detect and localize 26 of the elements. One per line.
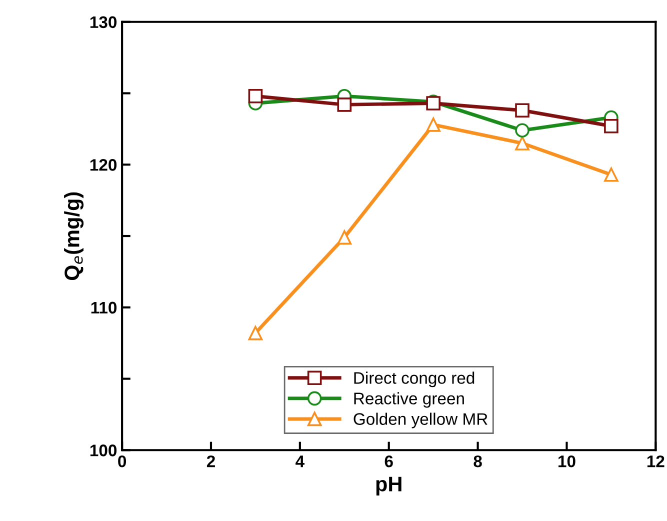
point [515,103,530,118]
legend-label: Direct congo red [354,372,474,388]
point [604,167,618,182]
legend-label: Golden yellow MR [354,412,488,428]
x-tick-label: 12 [647,455,664,468]
point [515,123,530,138]
x-tick-label: 2 [206,455,215,468]
y-tick-label: 120 [90,159,117,171]
point [604,118,618,134]
x-tick-label: 6 [384,455,393,468]
y-tick-label: 110 [91,302,117,314]
x-tick-label: 10 [558,455,576,468]
y-tick-label: 100 [90,444,117,456]
legend-label: Reactive green [354,392,464,408]
point [426,118,440,132]
y-tick-label: 130 [90,16,117,28]
point [248,88,263,104]
point [248,326,263,340]
y-axis-title: Q$_{e}$(mg/g) [64,192,84,280]
point [337,98,352,112]
x-axis-title: pH [376,476,402,496]
point [337,230,352,245]
point [515,136,530,150]
x-tick-label: 8 [474,455,482,468]
x-tick-label: 0 [118,455,126,468]
x-tick-label: 4 [296,456,304,468]
